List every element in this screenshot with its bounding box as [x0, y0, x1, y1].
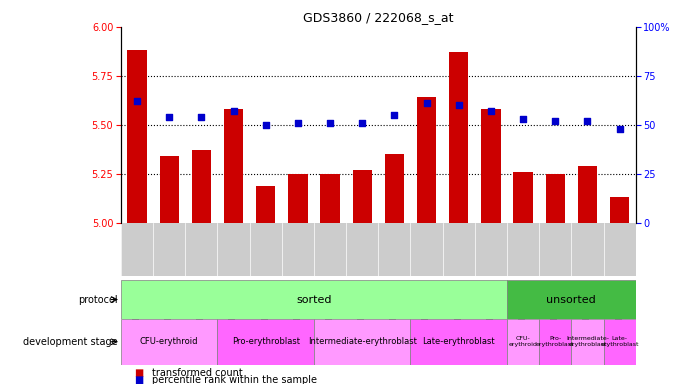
Bar	[507, 319, 539, 365]
Text: ■: ■	[135, 375, 147, 384]
Text: Late-erythroblast: Late-erythroblast	[422, 337, 495, 346]
Bar	[539, 319, 571, 365]
Point	[261, 122, 272, 128]
Text: percentile rank within the sample: percentile rank within the sample	[152, 375, 317, 384]
Text: sorted: sorted	[296, 295, 332, 305]
Point	[228, 108, 239, 114]
Bar	[449, 52, 468, 223]
Bar	[121, 280, 507, 319]
Point	[325, 120, 336, 126]
Text: Intermediate-
erythroblast: Intermediate- erythroblast	[566, 336, 609, 347]
Text: transformed count: transformed count	[152, 368, 243, 378]
Bar	[571, 319, 603, 365]
Point	[614, 126, 625, 132]
Bar	[603, 319, 636, 365]
Text: Intermediate-erythroblast: Intermediate-erythroblast	[307, 337, 417, 346]
Point	[292, 120, 303, 126]
Bar	[288, 174, 307, 223]
Bar	[385, 154, 404, 223]
Bar	[546, 174, 565, 223]
Text: Pro-erythroblast: Pro-erythroblast	[231, 337, 300, 346]
Bar	[314, 319, 410, 365]
Text: Late-
erythroblast: Late- erythroblast	[600, 336, 639, 347]
Bar	[321, 174, 340, 223]
Bar	[352, 170, 372, 223]
Text: CFU-
erythroid: CFU- erythroid	[509, 336, 538, 347]
Point	[453, 102, 464, 108]
Bar	[417, 98, 436, 223]
Bar	[127, 50, 146, 223]
Bar	[256, 185, 275, 223]
Bar	[191, 150, 211, 223]
Bar	[410, 319, 507, 365]
Text: protocol: protocol	[78, 295, 117, 305]
Text: ■: ■	[135, 368, 147, 378]
Point	[131, 98, 142, 104]
Text: Pro-
erythroblast: Pro- erythroblast	[536, 336, 574, 347]
Text: CFU-erythroid: CFU-erythroid	[140, 337, 198, 346]
Bar	[482, 109, 500, 223]
Bar	[160, 156, 179, 223]
Text: development stage: development stage	[23, 337, 117, 347]
Point	[582, 118, 593, 124]
Bar	[121, 319, 218, 365]
Point	[421, 100, 432, 106]
Point	[164, 114, 175, 120]
Bar	[513, 172, 533, 223]
Point	[485, 108, 496, 114]
Point	[518, 116, 529, 122]
Title: GDS3860 / 222068_s_at: GDS3860 / 222068_s_at	[303, 11, 453, 24]
Bar	[224, 109, 243, 223]
Bar	[507, 280, 636, 319]
Point	[196, 114, 207, 120]
Point	[357, 120, 368, 126]
Text: unsorted: unsorted	[547, 295, 596, 305]
Bar	[610, 197, 630, 223]
Point	[550, 118, 561, 124]
Bar	[218, 319, 314, 365]
Bar	[578, 166, 597, 223]
Point	[389, 112, 400, 118]
